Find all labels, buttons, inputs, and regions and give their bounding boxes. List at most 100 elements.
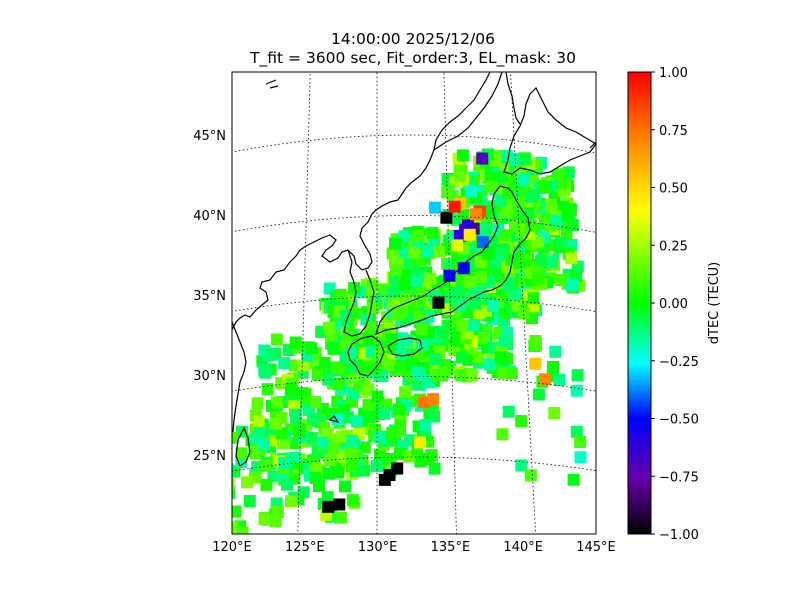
dtec-point xyxy=(574,451,587,464)
lat-label: 35°N xyxy=(193,289,226,304)
dtec-point xyxy=(470,208,482,221)
dtec-cell xyxy=(323,454,336,467)
lon-label: 135°E xyxy=(431,540,471,555)
colorbar-tick-label: 0.25 xyxy=(659,239,688,254)
dtec-cell xyxy=(351,307,364,320)
dtec-cell xyxy=(504,277,516,290)
dtec-cell xyxy=(232,521,238,534)
coastline-sakhalin xyxy=(505,72,521,125)
parallel-40 xyxy=(232,215,596,233)
dtec-cell xyxy=(519,153,532,165)
dtec-cell xyxy=(331,361,343,374)
dtec-cell xyxy=(232,463,234,476)
dtec-cell xyxy=(232,477,235,490)
dtec-cell xyxy=(258,512,271,525)
lat-label: 25°N xyxy=(193,449,226,464)
dtec-cell xyxy=(388,284,401,297)
dtec-cell xyxy=(327,342,340,355)
dtec-point xyxy=(476,152,489,165)
dtec-cell xyxy=(311,368,324,381)
dtec-cell xyxy=(347,361,360,374)
dtec-cell xyxy=(252,415,265,428)
dtec-cell xyxy=(278,457,291,470)
dtec-cell xyxy=(389,237,402,250)
dtec-cell xyxy=(336,430,349,443)
dtec-cell xyxy=(521,207,534,220)
meridian-135 xyxy=(443,72,457,534)
dtec-cell xyxy=(421,453,434,465)
dtec-cell xyxy=(502,405,515,418)
dtec-cell xyxy=(487,299,500,312)
dtec-cell xyxy=(517,173,530,186)
lat-label: 45°N xyxy=(193,129,226,144)
dtec-cell xyxy=(456,149,469,162)
dtec-point xyxy=(443,269,456,282)
dtec-cell xyxy=(339,480,351,493)
dtec-cell xyxy=(453,169,466,182)
dtec-point xyxy=(451,239,464,252)
dtec-cell xyxy=(505,367,518,380)
colorbar-label: dTEC (TECU) xyxy=(707,262,722,345)
dtec-point xyxy=(414,436,427,449)
dtec-cell xyxy=(570,384,583,397)
dtec-cell xyxy=(395,359,408,372)
dtec-point xyxy=(427,393,440,406)
dtec-point xyxy=(346,435,359,447)
dtec-cell xyxy=(515,459,528,472)
dtec-cell xyxy=(454,286,466,299)
dtec-cell xyxy=(455,351,468,364)
dtec-cell xyxy=(334,511,347,524)
dtec-cell xyxy=(411,229,424,242)
dtec-cell xyxy=(398,246,411,259)
dtec-cell xyxy=(484,358,497,371)
dtec-cell xyxy=(278,357,291,370)
dtec-cell xyxy=(322,373,335,386)
meridian-125 xyxy=(297,72,311,534)
dtec-cell xyxy=(475,271,487,284)
dtec-cell xyxy=(362,398,375,411)
dtec-cell xyxy=(478,332,490,345)
dtec-cell xyxy=(438,365,451,378)
coastline-okinawa xyxy=(328,415,340,423)
dtec-point xyxy=(331,413,344,426)
dtec-cell xyxy=(485,180,498,193)
dtec-cell xyxy=(515,415,528,427)
dtec-point xyxy=(440,211,453,224)
dtec-cell xyxy=(486,235,498,248)
dtec-cell xyxy=(415,323,428,336)
dtec-cell xyxy=(549,345,562,358)
dtec-cell xyxy=(527,292,540,305)
dtec-cell xyxy=(401,334,413,347)
coastline-kurils xyxy=(589,141,596,149)
dtec-cell xyxy=(556,176,569,189)
coastline-russia xyxy=(433,72,503,151)
dtec-cell xyxy=(346,494,359,507)
dtec-cell xyxy=(373,431,386,444)
dtec-cell xyxy=(339,310,352,322)
dtec-cell xyxy=(261,383,274,396)
map-frame xyxy=(231,71,597,535)
meridian-140 xyxy=(510,72,537,534)
dtec-cell xyxy=(270,396,283,409)
dtec-cell xyxy=(344,447,357,460)
dtec-cell xyxy=(536,180,549,193)
dtec-cell xyxy=(232,505,242,518)
dtec-cell xyxy=(436,327,449,340)
dtec-cell xyxy=(574,436,587,448)
dtec-point xyxy=(453,229,466,242)
dtec-cell xyxy=(259,366,272,379)
dtec-cell xyxy=(549,214,562,227)
dtec-cell xyxy=(463,276,476,289)
dtec-cell xyxy=(472,351,485,364)
dtec-cell xyxy=(495,170,507,183)
coastline-kyushu xyxy=(347,335,385,377)
dtec-cell xyxy=(219,498,231,510)
dtec-cell xyxy=(270,417,283,430)
dtec-cell xyxy=(309,472,322,484)
dtec-cell xyxy=(236,526,249,534)
colorbar-tick-label: 0.00 xyxy=(659,297,688,312)
dtec-cell xyxy=(359,361,371,373)
dtec-cell xyxy=(532,388,545,401)
lon-label: 120°E xyxy=(212,540,252,555)
dtec-cell xyxy=(343,326,355,339)
